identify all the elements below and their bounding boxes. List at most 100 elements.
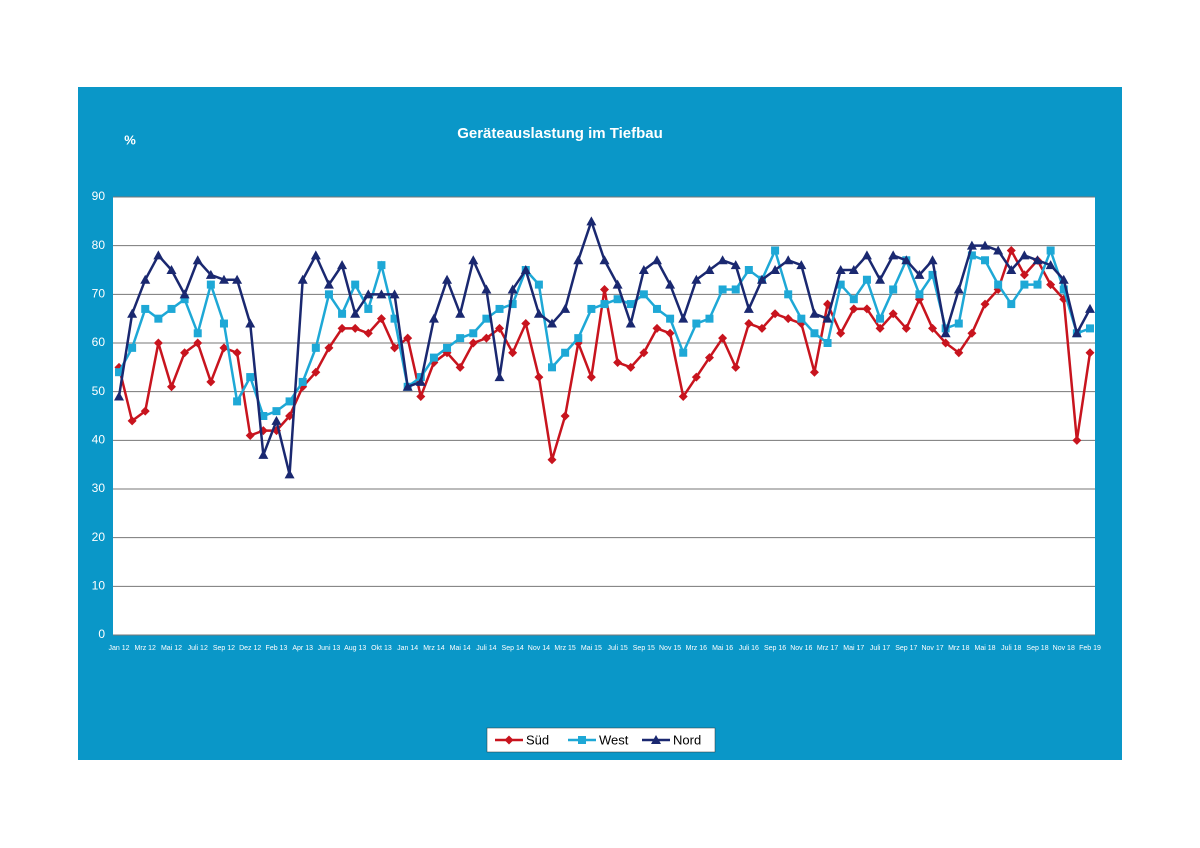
data-point (718, 285, 727, 294)
data-point (625, 318, 636, 328)
data-point (428, 313, 439, 323)
data-point (311, 343, 320, 352)
data-point (364, 304, 373, 313)
data-point (520, 265, 531, 274)
data-point (993, 245, 1004, 255)
data-point (494, 372, 505, 382)
x-tick-label: Sep 15 (633, 645, 655, 652)
data-point (1058, 274, 1069, 284)
data-point (835, 265, 846, 274)
data-point (429, 353, 438, 362)
x-tick-label: Juli 15 (608, 645, 628, 652)
data-point (376, 289, 387, 299)
data-point (665, 328, 675, 338)
data-point (849, 295, 858, 304)
data-point (351, 280, 360, 289)
data-point (1006, 246, 1016, 256)
legend-label: Süd (526, 732, 549, 747)
data-point (323, 279, 334, 289)
data-point (704, 265, 715, 274)
data-point (115, 368, 123, 377)
data-point (862, 275, 871, 284)
x-tick-label: Mrz 18 (948, 645, 970, 652)
legend (486, 727, 716, 753)
data-point (508, 300, 517, 309)
data-point (455, 362, 465, 372)
data-point (1046, 280, 1056, 290)
data-point (941, 338, 951, 348)
data-point (534, 372, 544, 382)
data-point (600, 284, 609, 294)
data-point (770, 265, 781, 274)
data-point (561, 348, 570, 357)
data-point (613, 357, 623, 367)
data-point (980, 240, 991, 250)
data-point (192, 255, 203, 265)
x-tick-label: Jan 14 (397, 645, 418, 652)
data-point (403, 333, 413, 343)
data-point (140, 406, 150, 416)
x-tick-label: Nov 17 (921, 645, 943, 652)
data-point (193, 329, 202, 338)
data-point (219, 343, 229, 353)
data-point (692, 319, 701, 328)
data-point (809, 308, 820, 318)
y-tick-label: 70 (92, 287, 106, 301)
data-point (114, 391, 124, 401)
data-point (1007, 300, 1016, 309)
data-point (1019, 250, 1030, 260)
data-point (679, 348, 688, 357)
data-point (626, 300, 635, 309)
x-tick-label: Nov 14 (528, 645, 550, 652)
data-point (796, 260, 807, 270)
data-point (927, 255, 938, 265)
x-tick-label: Juli 12 (188, 645, 208, 652)
data-point (205, 269, 216, 279)
data-point (1033, 280, 1042, 289)
data-point (875, 323, 885, 333)
data-point (966, 240, 977, 250)
legend-marker (578, 736, 586, 744)
data-point (495, 304, 504, 313)
data-point (154, 314, 163, 323)
data-point (534, 280, 543, 289)
data-point (666, 314, 675, 323)
data-point (166, 382, 176, 392)
data-point (416, 392, 426, 402)
data-point (141, 304, 150, 313)
data-point (297, 274, 308, 284)
data-point (311, 367, 321, 377)
data-point (980, 299, 990, 309)
data-point (324, 290, 333, 299)
data-point (914, 269, 925, 279)
data-point (180, 348, 190, 358)
data-point (994, 280, 1003, 289)
data-point (415, 376, 426, 386)
data-point (258, 449, 269, 459)
data-point (612, 279, 623, 289)
data-point (272, 407, 281, 416)
data-point (180, 295, 189, 304)
data-point (901, 323, 911, 333)
data-point (153, 338, 163, 348)
y-tick-label: 40 (92, 433, 106, 447)
data-point (573, 255, 584, 265)
x-tick-label: Nov 16 (790, 645, 812, 652)
data-point (206, 280, 215, 289)
data-point (350, 308, 361, 318)
data-point (901, 255, 912, 265)
data-point (219, 319, 228, 328)
data-point (809, 367, 819, 377)
x-tick-label: Mai 14 (450, 645, 471, 652)
data-point (547, 318, 558, 328)
data-point (599, 255, 610, 265)
data-point (783, 314, 793, 324)
legend-label: Nord (673, 732, 701, 747)
data-point (678, 392, 688, 402)
data-point (298, 377, 307, 386)
data-point (390, 343, 400, 353)
data-point (743, 303, 754, 313)
data-point (849, 304, 859, 314)
data-point (1071, 328, 1082, 338)
